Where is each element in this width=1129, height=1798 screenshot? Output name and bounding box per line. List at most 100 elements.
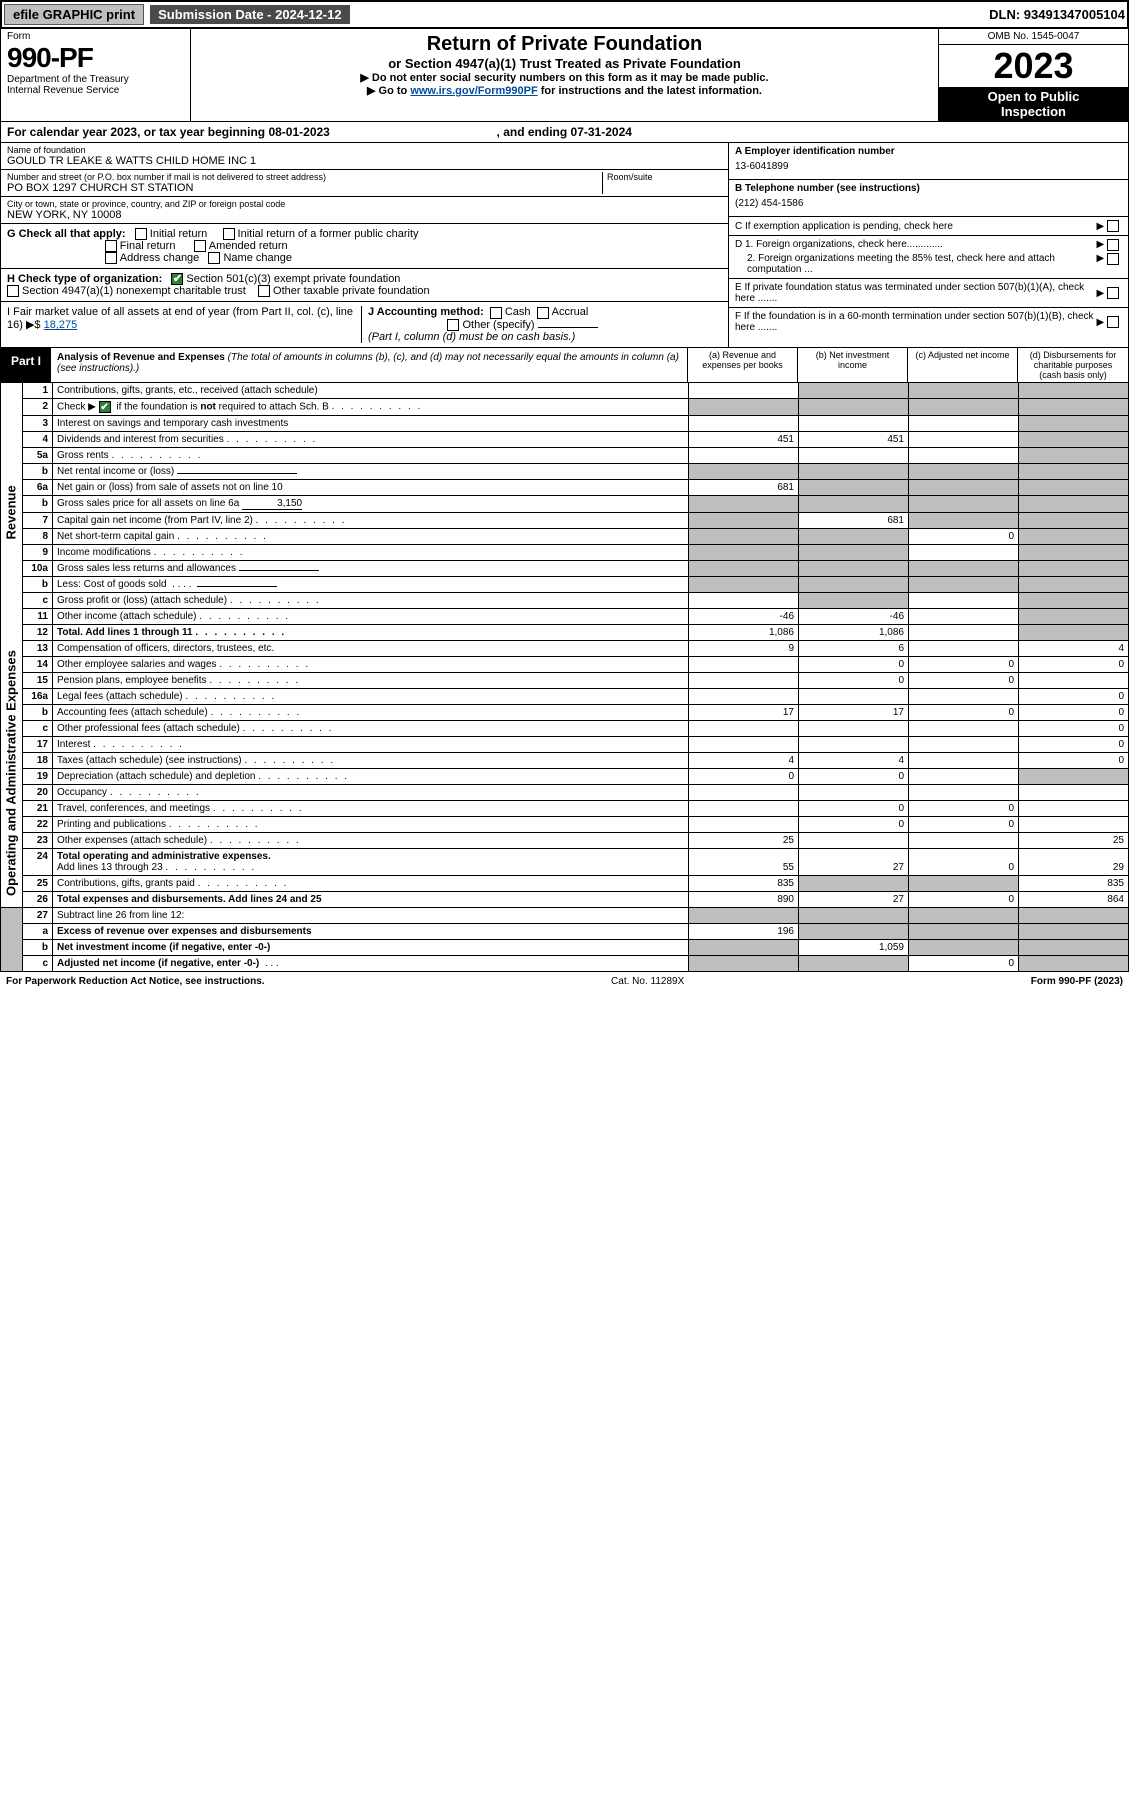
- chk-accrual[interactable]: [537, 307, 549, 319]
- chk-4947[interactable]: [7, 285, 19, 297]
- row-26: Total expenses and disbursements. Add li…: [53, 891, 689, 907]
- section-h: H Check type of organization: ✔Section 5…: [1, 269, 728, 302]
- chk-amended[interactable]: [194, 240, 206, 252]
- addr-label: Number and street (or P.O. box number if…: [7, 172, 602, 182]
- name-label: Name of foundation: [7, 145, 722, 155]
- row-13: Compensation of officers, directors, tru…: [53, 640, 689, 656]
- f-label: F If the foundation is in a 60-month ter…: [735, 311, 1097, 333]
- row-21: Travel, conferences, and meetings: [53, 800, 689, 816]
- row-27: Subtract line 26 from line 12:: [53, 907, 689, 923]
- row-24: Total operating and administrative expen…: [53, 848, 689, 875]
- open-to-public: Open to PublicInspection: [939, 87, 1128, 121]
- page-footer: For Paperwork Reduction Act Notice, see …: [0, 972, 1129, 991]
- foundation-name: GOULD TR LEAKE & WATTS CHILD HOME INC 1: [7, 155, 722, 167]
- form-title: Return of Private Foundation: [199, 33, 930, 56]
- city-state-zip: NEW YORK, NY 10008: [7, 209, 722, 221]
- row-7: Capital gain net income (from Part IV, l…: [53, 512, 689, 528]
- row-16a: Legal fees (attach schedule): [53, 688, 689, 704]
- fmv-value: 18,275: [44, 319, 78, 331]
- chk-initial-former[interactable]: [223, 228, 235, 240]
- chk-d1[interactable]: [1107, 239, 1119, 251]
- efile-print-btn[interactable]: efile GRAPHIC print: [4, 4, 144, 25]
- row-19: Depreciation (attach schedule) and deple…: [53, 768, 689, 784]
- paperwork-notice: For Paperwork Reduction Act Notice, see …: [6, 976, 265, 987]
- part1-header: Part I Analysis of Revenue and Expenses …: [0, 348, 1129, 383]
- chk-final-return[interactable]: [105, 240, 117, 252]
- chk-c[interactable]: [1107, 220, 1119, 232]
- row-27c: Adjusted net income (if negative, enter …: [53, 955, 689, 971]
- goto-pre: ▶ Go to: [367, 85, 410, 97]
- submission-date: Submission Date - 2024-12-12: [150, 5, 350, 24]
- chk-name-change[interactable]: [208, 252, 220, 264]
- col-a-hdr: (a) Revenue and expenses per books: [688, 348, 798, 382]
- row-18: Taxes (attach schedule) (see instruction…: [53, 752, 689, 768]
- street-address: PO BOX 1297 CHURCH ST STATION: [7, 182, 602, 194]
- row-6a: Net gain or (loss) from sale of assets n…: [53, 479, 689, 495]
- d2-label: 2. Foreign organizations meeting the 85%…: [735, 253, 1097, 275]
- row-8: Net short-term capital gain: [53, 528, 689, 544]
- chk-other-method[interactable]: [447, 319, 459, 331]
- chk-501c3[interactable]: ✔: [171, 273, 183, 285]
- room-label: Room/suite: [607, 172, 722, 182]
- row-15: Pension plans, employee benefits: [53, 672, 689, 688]
- row-27a: Excess of revenue over expenses and disb…: [53, 923, 689, 939]
- col-b-hdr: (b) Net investment income: [798, 348, 908, 382]
- chk-initial-return[interactable]: [135, 228, 147, 240]
- omb-number: OMB No. 1545-0047: [939, 29, 1128, 45]
- col-d-hdr: (d) Disbursements for charitable purpose…: [1018, 348, 1128, 382]
- c-label: C If exemption application is pending, c…: [735, 221, 1097, 232]
- goto-link-row: ▶ Go to www.irs.gov/Form990PF for instru…: [199, 84, 930, 97]
- section-i: I Fair market value of all assets at end…: [7, 306, 361, 342]
- cat-no: Cat. No. 11289X: [265, 976, 1031, 987]
- city-label: City or town, state or province, country…: [7, 199, 722, 209]
- row-5b: Net rental income or (loss): [53, 463, 689, 479]
- chk-address-change[interactable]: [105, 252, 117, 264]
- row-6b: Gross sales price for all assets on line…: [53, 495, 689, 512]
- d1-label: D 1. Foreign organizations, check here..…: [735, 239, 1097, 251]
- irs-link[interactable]: www.irs.gov/Form990PF: [410, 85, 537, 97]
- chk-e[interactable]: [1107, 287, 1119, 299]
- form-header: Form 990-PF Department of the Treasury I…: [0, 29, 1129, 122]
- dept-irs: Internal Revenue Service: [7, 85, 184, 96]
- row-16c: Other professional fees (attach schedule…: [53, 720, 689, 736]
- top-bar: efile GRAPHIC print Submission Date - 20…: [0, 0, 1129, 29]
- form-subtitle: or Section 4947(a)(1) Trust Treated as P…: [199, 56, 930, 71]
- expenses-side: Operating and Administrative Expenses: [1, 640, 23, 907]
- row-2: Check ▶ ✔ if the foundation is not requi…: [53, 398, 689, 415]
- tax-year: 2023: [939, 45, 1128, 87]
- row-25: Contributions, gifts, grants paid: [53, 875, 689, 891]
- part1-tag: Part I: [1, 348, 51, 382]
- col-c-hdr: (c) Adjusted net income: [908, 348, 1018, 382]
- ein-value: 13-6041899: [735, 157, 788, 176]
- ein-label: A Employer identification number: [735, 146, 895, 157]
- row-14: Other employee salaries and wages: [53, 656, 689, 672]
- calendar-year-row: For calendar year 2023, or tax year begi…: [0, 122, 1129, 143]
- row-5a: Gross rents: [53, 447, 689, 463]
- row-1: Contributions, gifts, grants, etc., rece…: [53, 383, 689, 399]
- revenue-side: Revenue: [1, 383, 23, 641]
- e-label: E If private foundation status was termi…: [735, 282, 1097, 304]
- form-label: Form: [7, 31, 184, 42]
- row-9: Income modifications: [53, 544, 689, 560]
- chk-cash[interactable]: [490, 307, 502, 319]
- row-11: Other income (attach schedule): [53, 608, 689, 624]
- row-22: Printing and publications: [53, 816, 689, 832]
- row-20: Occupancy: [53, 784, 689, 800]
- part1-table: Revenue 1Contributions, gifts, grants, e…: [0, 383, 1129, 972]
- row-12: Total. Add lines 1 through 11: [53, 624, 689, 640]
- chk-schb[interactable]: ✔: [99, 401, 111, 413]
- row-10a: Gross sales less returns and allowances: [53, 560, 689, 576]
- chk-f[interactable]: [1107, 316, 1119, 328]
- form-number: 990-PF: [7, 42, 184, 74]
- row-27b: Net investment income (if negative, ente…: [53, 939, 689, 955]
- dept-treasury: Department of the Treasury: [7, 74, 184, 85]
- row-4: Dividends and interest from securities: [53, 431, 689, 447]
- chk-other-taxable[interactable]: [258, 285, 270, 297]
- row-10c: Gross profit or (loss) (attach schedule): [53, 592, 689, 608]
- chk-d2[interactable]: [1107, 253, 1119, 265]
- form-ref: Form 990-PF (2023): [1031, 976, 1123, 987]
- row-23: Other expenses (attach schedule): [53, 832, 689, 848]
- section-g: G Check all that apply: Initial return I…: [1, 224, 728, 269]
- row-3: Interest on savings and temporary cash i…: [53, 415, 689, 431]
- section-j: J Accounting method: Cash Accrual Other …: [361, 306, 722, 342]
